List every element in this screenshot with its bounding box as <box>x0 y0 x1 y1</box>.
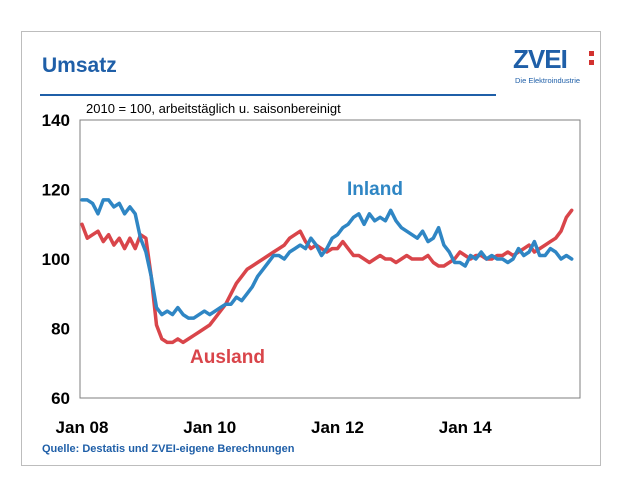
y-axis: 60 80 100 120 140 <box>42 111 70 408</box>
x-tick-label: Jan 10 <box>183 418 236 437</box>
page-title: Umsatz <box>42 54 117 77</box>
zvei-logo: ZVEI Die Elektroindustrie <box>513 44 597 90</box>
logo-colon-icon <box>589 51 595 69</box>
y-tick-label: 100 <box>42 250 70 269</box>
logo-wordmark: ZVEI <box>513 44 568 74</box>
logo-subtitle: Die Elektroindustrie <box>515 76 581 85</box>
y-tick-label: 60 <box>51 389 70 408</box>
y-tick-label: 80 <box>51 320 70 339</box>
series-group <box>80 198 574 345</box>
plot-area <box>79 119 581 399</box>
series-label-inland: Inland <box>347 179 403 200</box>
header-divider <box>40 94 496 96</box>
y-tick-label: 140 <box>42 111 70 130</box>
y-tick-label: 120 <box>42 181 70 200</box>
x-axis: Jan 08 Jan 10 Jan 12 Jan 14 <box>56 418 493 437</box>
x-tick-label: Jan 14 <box>439 418 492 437</box>
series-line-inland <box>80 198 574 320</box>
source-note: Quelle: Destatis und ZVEI-eigene Berechn… <box>42 443 295 455</box>
x-tick-label: Jan 08 <box>56 418 109 437</box>
series-line-ausland <box>80 208 574 345</box>
chart-subtitle: 2010 = 100, arbeitstäglich u. saisonbere… <box>86 101 341 116</box>
x-tick-label: Jan 12 <box>311 418 364 437</box>
series-label-ausland: Ausland <box>190 347 265 368</box>
